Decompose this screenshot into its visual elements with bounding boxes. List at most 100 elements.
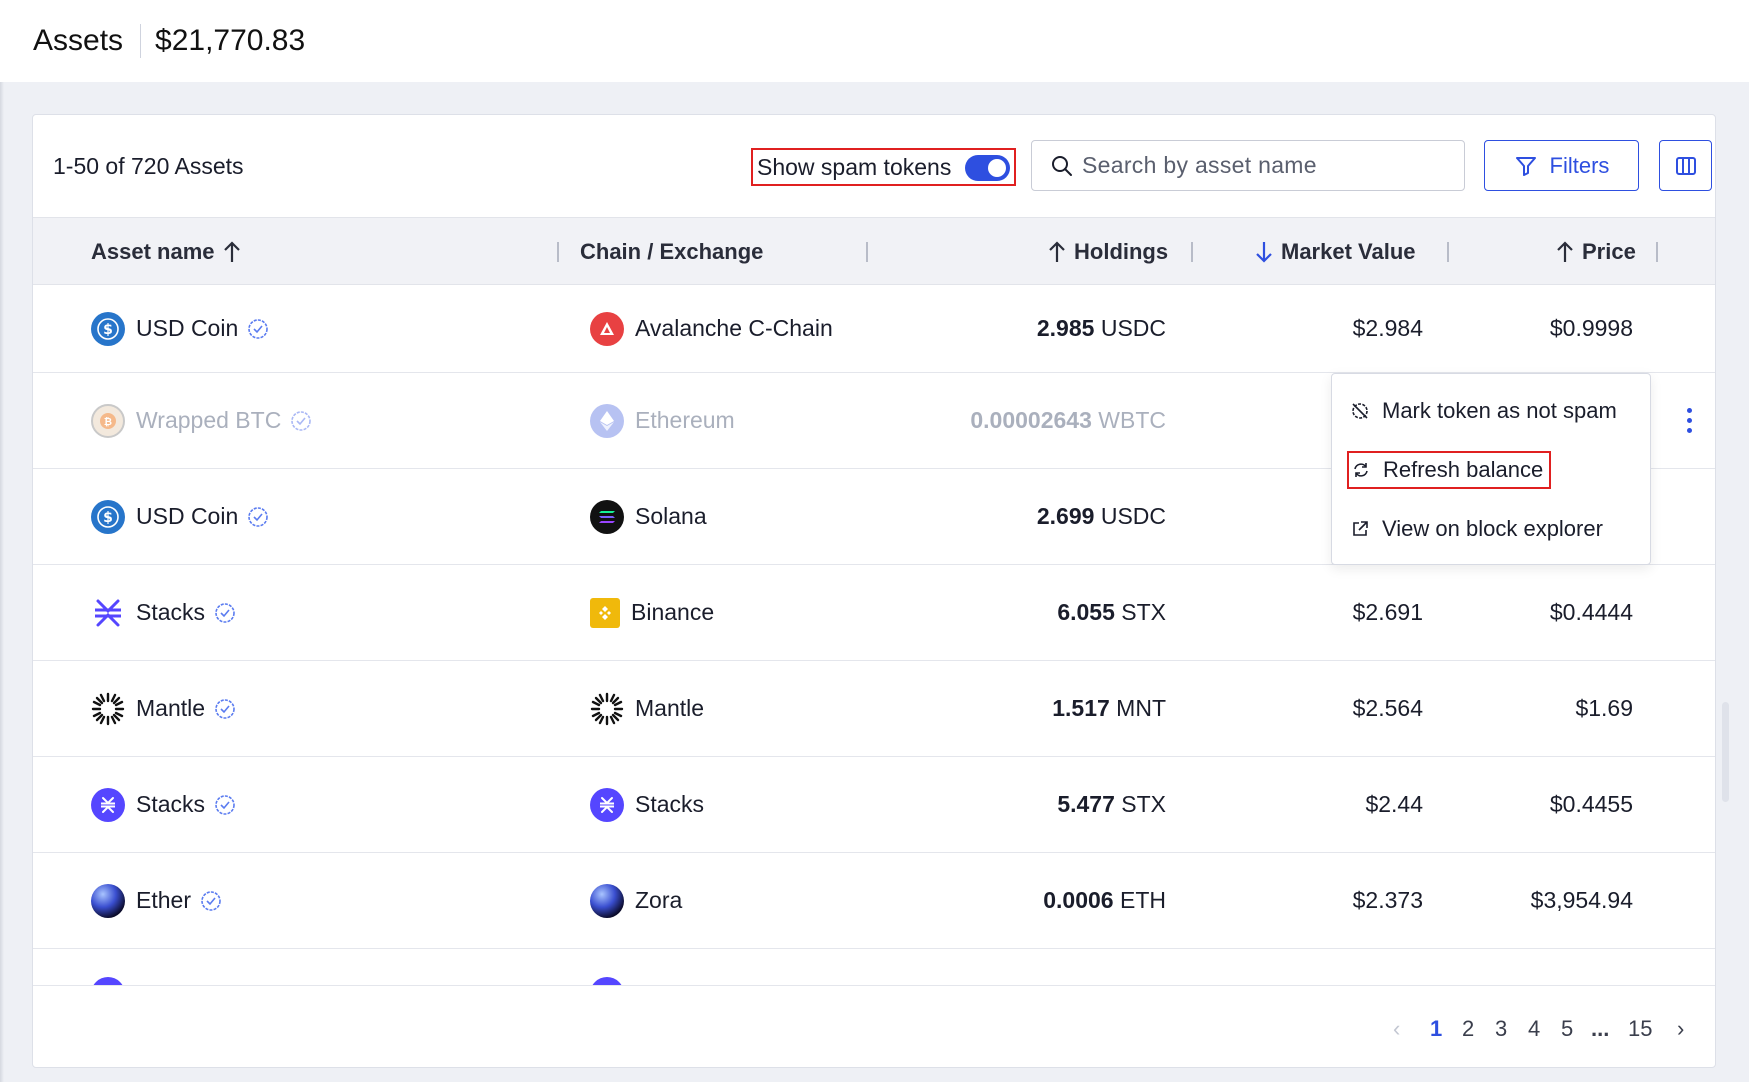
price: $0.4444 xyxy=(1549,599,1633,625)
column-market-value[interactable]: Market Value xyxy=(1247,218,1416,286)
table-row[interactable]: $ USD Coin Avalanche C-Chain 2.985 USDC … xyxy=(33,285,1715,373)
table-row-spam[interactable]: ₿ Wrapped BTC Ethereum 0.00002643 WBTC xyxy=(33,373,1715,469)
page-1[interactable]: 1 xyxy=(1430,1016,1443,1041)
menu-mark-not-spam-label: Mark token as not spam xyxy=(1382,398,1617,423)
holdings-cell: 2.699 USDC xyxy=(913,469,1166,564)
sort-up-icon xyxy=(223,241,240,262)
ether-icon xyxy=(91,883,125,918)
chain-cell: Solana xyxy=(590,469,707,564)
asset-cell: Mantle xyxy=(91,661,236,756)
column-divider[interactable] xyxy=(557,242,559,262)
filter-icon xyxy=(1515,156,1536,176)
price: $1.69 xyxy=(1575,695,1633,721)
chain-cell: Stacks xyxy=(590,757,704,852)
column-chain[interactable]: Chain / Exchange xyxy=(580,218,763,286)
svg-text:$: $ xyxy=(103,322,113,338)
column-divider[interactable] xyxy=(1447,242,1449,262)
filters-button[interactable]: Filters xyxy=(1484,140,1639,191)
table-row[interactable]: $ USD Coin Solana 2.699 USDC xyxy=(33,469,1715,565)
holdings-amount: 0.0006 xyxy=(1043,887,1114,913)
page-3[interactable]: 3 xyxy=(1495,1016,1508,1041)
asset-cell: $ USD Coin xyxy=(91,285,269,372)
partial-row-icon xyxy=(590,977,624,985)
stacks-icon xyxy=(91,787,125,822)
chain-cell: Binance xyxy=(590,565,714,660)
asset-count: 1-50 of 720 Assets xyxy=(53,153,244,179)
asset-name[interactable]: Stacks xyxy=(136,791,206,817)
usdc-icon: $ xyxy=(91,499,125,534)
column-market-value-label: Market Value xyxy=(1281,239,1416,264)
asset-cell: Ether xyxy=(91,853,222,948)
price: $0.9998 xyxy=(1549,315,1633,341)
menu-refresh-label: Refresh balance xyxy=(1383,457,1544,482)
holdings-symbol: WBTC xyxy=(1098,407,1166,433)
columns-button[interactable] xyxy=(1659,140,1712,191)
table-row[interactable]: Mantle Mantle 1.517 MNT $2.564 $1.69 xyxy=(33,661,1715,757)
market-value-cell: $2.984 xyxy=(1233,285,1423,372)
asset-name[interactable]: Wrapped BTC xyxy=(136,407,282,433)
column-divider[interactable] xyxy=(866,242,868,262)
column-divider[interactable] xyxy=(1191,242,1193,262)
table-row-partial[interactable] xyxy=(33,949,1715,985)
row-actions-menu: Mark token as not spam Refresh balance V… xyxy=(1331,373,1651,565)
columns-icon xyxy=(1675,156,1696,175)
chain-cell: Zora xyxy=(590,853,682,948)
page-last[interactable]: 15 xyxy=(1628,1016,1653,1041)
search-input[interactable]: Search by asset name xyxy=(1031,140,1465,191)
wbtc-icon: ₿ xyxy=(91,403,125,438)
market-value-cell: $2.373 xyxy=(1233,853,1423,948)
holdings-symbol: USDC xyxy=(1100,503,1166,529)
next-page-icon[interactable]: › xyxy=(1677,1016,1685,1041)
table-row[interactable]: Stacks Stacks 5.477 STX $2.44 $0.4455 xyxy=(33,757,1715,853)
verified-icon xyxy=(201,890,221,911)
page-ellipsis: ... xyxy=(1591,1016,1610,1041)
pagination: ‹ 1 2 3 4 5 ... 15 › xyxy=(33,985,1715,1067)
asset-cell: ₿ Wrapped BTC xyxy=(91,373,312,468)
price-cell: $0.4444 xyxy=(1453,565,1633,660)
chain-cell: Avalanche C-Chain xyxy=(590,285,833,372)
asset-name[interactable]: USD Coin xyxy=(136,315,239,341)
market-value: $2.564 xyxy=(1352,695,1423,721)
spam-switch[interactable] xyxy=(965,155,1010,181)
holdings-cell: 2.985 USDC xyxy=(913,285,1166,372)
verified-icon xyxy=(248,506,269,527)
verified-icon xyxy=(248,318,269,339)
sort-up-icon xyxy=(1557,241,1573,262)
column-asset-name[interactable]: Asset name xyxy=(91,218,249,286)
dot-icon xyxy=(1686,427,1692,433)
asset-name[interactable]: USD Coin xyxy=(136,503,239,529)
verified-icon xyxy=(291,410,312,431)
page-2[interactable]: 2 xyxy=(1462,1016,1475,1041)
column-price[interactable]: Price xyxy=(1548,218,1636,286)
column-holdings[interactable]: Holdings xyxy=(1040,218,1168,286)
menu-explorer-label: View on block explorer xyxy=(1382,516,1603,541)
vertical-scrollbar[interactable] xyxy=(1722,702,1729,802)
verified-icon xyxy=(215,698,235,719)
menu-refresh-balance[interactable]: Refresh balance xyxy=(1347,451,1552,489)
column-divider[interactable] xyxy=(1656,242,1658,262)
show-spam-toggle[interactable]: Show spam tokens xyxy=(751,148,1016,186)
asset-name[interactable]: Stacks xyxy=(136,599,206,625)
market-value: $2.373 xyxy=(1352,887,1423,913)
holdings-symbol: MNT xyxy=(1116,695,1166,721)
page-5[interactable]: 5 xyxy=(1561,1016,1574,1041)
row-actions-menu-button[interactable] xyxy=(1674,400,1704,440)
menu-view-explorer[interactable]: View on block explorer xyxy=(1350,510,1603,548)
side-shadow xyxy=(0,82,4,1082)
switch-knob xyxy=(988,159,1006,177)
holdings-symbol: USDC xyxy=(1100,315,1166,341)
asset-name[interactable]: Ether xyxy=(136,887,191,913)
table-row[interactable]: Stacks Binance 6.055 STX $2.691 $0.4444 xyxy=(33,565,1715,661)
price-cell: $0.9998 xyxy=(1453,285,1633,372)
price: $0.4455 xyxy=(1549,791,1633,817)
page-4[interactable]: 4 xyxy=(1528,1016,1541,1041)
menu-mark-not-spam[interactable]: Mark token as not spam xyxy=(1350,392,1617,430)
prev-page-icon[interactable]: ‹ xyxy=(1393,1016,1401,1041)
mantle-icon xyxy=(590,691,624,726)
not-spam-icon xyxy=(1352,403,1368,419)
table-row[interactable]: Ether Zora 0.0006 ETH $2.373 $3,954.94 xyxy=(33,853,1715,949)
asset-name[interactable]: Mantle xyxy=(136,695,206,721)
table-toolbar: 1-50 of 720 Assets Show spam tokens Sear… xyxy=(33,115,1715,217)
table-header: Asset name Chain / Exchange Holdings Mar… xyxy=(33,217,1715,285)
holdings-symbol: STX xyxy=(1121,791,1166,817)
